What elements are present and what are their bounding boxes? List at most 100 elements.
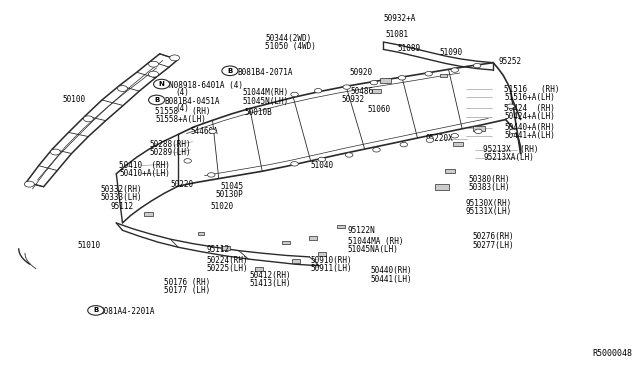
Circle shape (291, 161, 298, 166)
Bar (337, 225, 346, 228)
Text: 95122N: 95122N (348, 226, 376, 235)
Text: 54460A: 54460A (191, 127, 218, 136)
Text: 51089: 51089 (397, 44, 420, 53)
Text: 95112: 95112 (110, 202, 133, 211)
Text: 51044M(RH): 51044M(RH) (243, 89, 289, 97)
Bar (454, 142, 463, 146)
Text: 50932: 50932 (342, 96, 365, 105)
Text: 50289(LH): 50289(LH) (149, 148, 191, 157)
Text: 95252: 95252 (498, 57, 522, 66)
Circle shape (475, 129, 482, 134)
Circle shape (154, 79, 170, 89)
Bar (221, 246, 230, 250)
Circle shape (24, 181, 35, 187)
Text: R5000048: R5000048 (593, 349, 632, 358)
Circle shape (291, 92, 298, 97)
Text: 50410  (RH): 50410 (RH) (120, 161, 170, 170)
Text: N08918-6401A (4): N08918-6401A (4) (169, 81, 243, 90)
Circle shape (507, 104, 515, 109)
Text: 51045N(LH): 51045N(LH) (243, 97, 289, 106)
Text: 50486: 50486 (351, 87, 374, 96)
Text: 50224(RH): 50224(RH) (206, 256, 248, 265)
Bar (435, 184, 449, 190)
Circle shape (222, 66, 238, 76)
Text: 50441+A(LH): 50441+A(LH) (504, 131, 556, 140)
Text: 50344(2WD): 50344(2WD) (266, 34, 312, 43)
Text: B: B (93, 307, 99, 314)
Circle shape (343, 85, 351, 89)
Circle shape (51, 149, 60, 155)
Circle shape (314, 89, 322, 93)
Text: N: N (159, 81, 164, 87)
Circle shape (148, 61, 159, 67)
Text: 50410+A(LH): 50410+A(LH) (120, 169, 170, 178)
Text: 50276(RH): 50276(RH) (472, 232, 514, 241)
Text: B081B4-2071A: B081B4-2071A (237, 68, 293, 77)
Text: 51040: 51040 (310, 161, 334, 170)
Bar (144, 212, 153, 215)
Circle shape (398, 76, 406, 80)
Text: 51045: 51045 (220, 182, 243, 191)
Text: 51060: 51060 (368, 105, 391, 115)
Text: 50332(RH): 50332(RH) (100, 185, 142, 194)
Text: 50100: 50100 (62, 95, 85, 104)
Bar (255, 267, 263, 271)
Circle shape (371, 80, 378, 85)
Text: 51090: 51090 (439, 48, 462, 57)
Bar (198, 232, 204, 235)
Circle shape (148, 95, 164, 105)
Circle shape (209, 129, 216, 134)
Bar (380, 78, 392, 83)
Text: (4): (4) (175, 104, 189, 113)
Circle shape (451, 134, 458, 138)
Text: 50920: 50920 (349, 68, 372, 77)
Text: 50932+A: 50932+A (383, 13, 416, 22)
Text: 95213X  (RH): 95213X (RH) (483, 145, 539, 154)
Circle shape (474, 63, 481, 68)
Text: 50130P: 50130P (215, 190, 243, 199)
Bar (440, 74, 447, 77)
Circle shape (400, 142, 408, 147)
Text: 95213XA(LH): 95213XA(LH) (483, 153, 534, 163)
Text: 51558   (RH): 51558 (RH) (156, 107, 211, 116)
Text: 50440+A(RH): 50440+A(RH) (504, 123, 556, 132)
Text: 51045NA(LH): 51045NA(LH) (348, 245, 399, 254)
Text: B: B (154, 97, 159, 103)
Circle shape (83, 116, 93, 122)
Circle shape (346, 153, 353, 157)
Circle shape (118, 86, 127, 92)
Text: 51081: 51081 (385, 30, 408, 39)
Text: 95112: 95112 (206, 245, 230, 254)
Text: B081B4-0451A: B081B4-0451A (164, 97, 220, 106)
Text: 51413(LH): 51413(LH) (250, 279, 291, 288)
Text: 51558+A(LH): 51558+A(LH) (156, 115, 206, 124)
Text: 51020: 51020 (210, 202, 233, 211)
Text: 50176 (RH): 50176 (RH) (164, 278, 211, 287)
Circle shape (170, 55, 180, 61)
Text: 51516   (RH): 51516 (RH) (504, 85, 560, 94)
Text: 50910(RH): 50910(RH) (310, 256, 352, 265)
Bar (309, 236, 317, 240)
Circle shape (207, 173, 215, 177)
Bar (474, 126, 484, 131)
Text: 50220: 50220 (170, 180, 193, 189)
Text: 50010B: 50010B (245, 108, 273, 117)
Text: 50380(RH): 50380(RH) (468, 175, 510, 184)
Text: (4): (4) (175, 89, 189, 97)
Bar (318, 253, 326, 256)
Text: 95131X(LH): 95131X(LH) (466, 207, 512, 217)
Text: 50333(LH): 50333(LH) (100, 193, 142, 202)
Text: 50412(RH): 50412(RH) (250, 271, 291, 280)
Text: 95220X: 95220X (426, 134, 453, 143)
Text: 50277(LH): 50277(LH) (472, 241, 514, 250)
Text: 50177 (LH): 50177 (LH) (164, 286, 211, 295)
Circle shape (318, 157, 326, 161)
Bar (445, 169, 455, 173)
Text: 50441(LH): 50441(LH) (371, 275, 413, 283)
Text: 50440(RH): 50440(RH) (371, 266, 413, 275)
Text: 50424  (RH): 50424 (RH) (504, 104, 556, 113)
Circle shape (184, 159, 191, 163)
Text: 50383(LH): 50383(LH) (468, 183, 510, 192)
Circle shape (509, 129, 517, 134)
Circle shape (88, 306, 104, 315)
